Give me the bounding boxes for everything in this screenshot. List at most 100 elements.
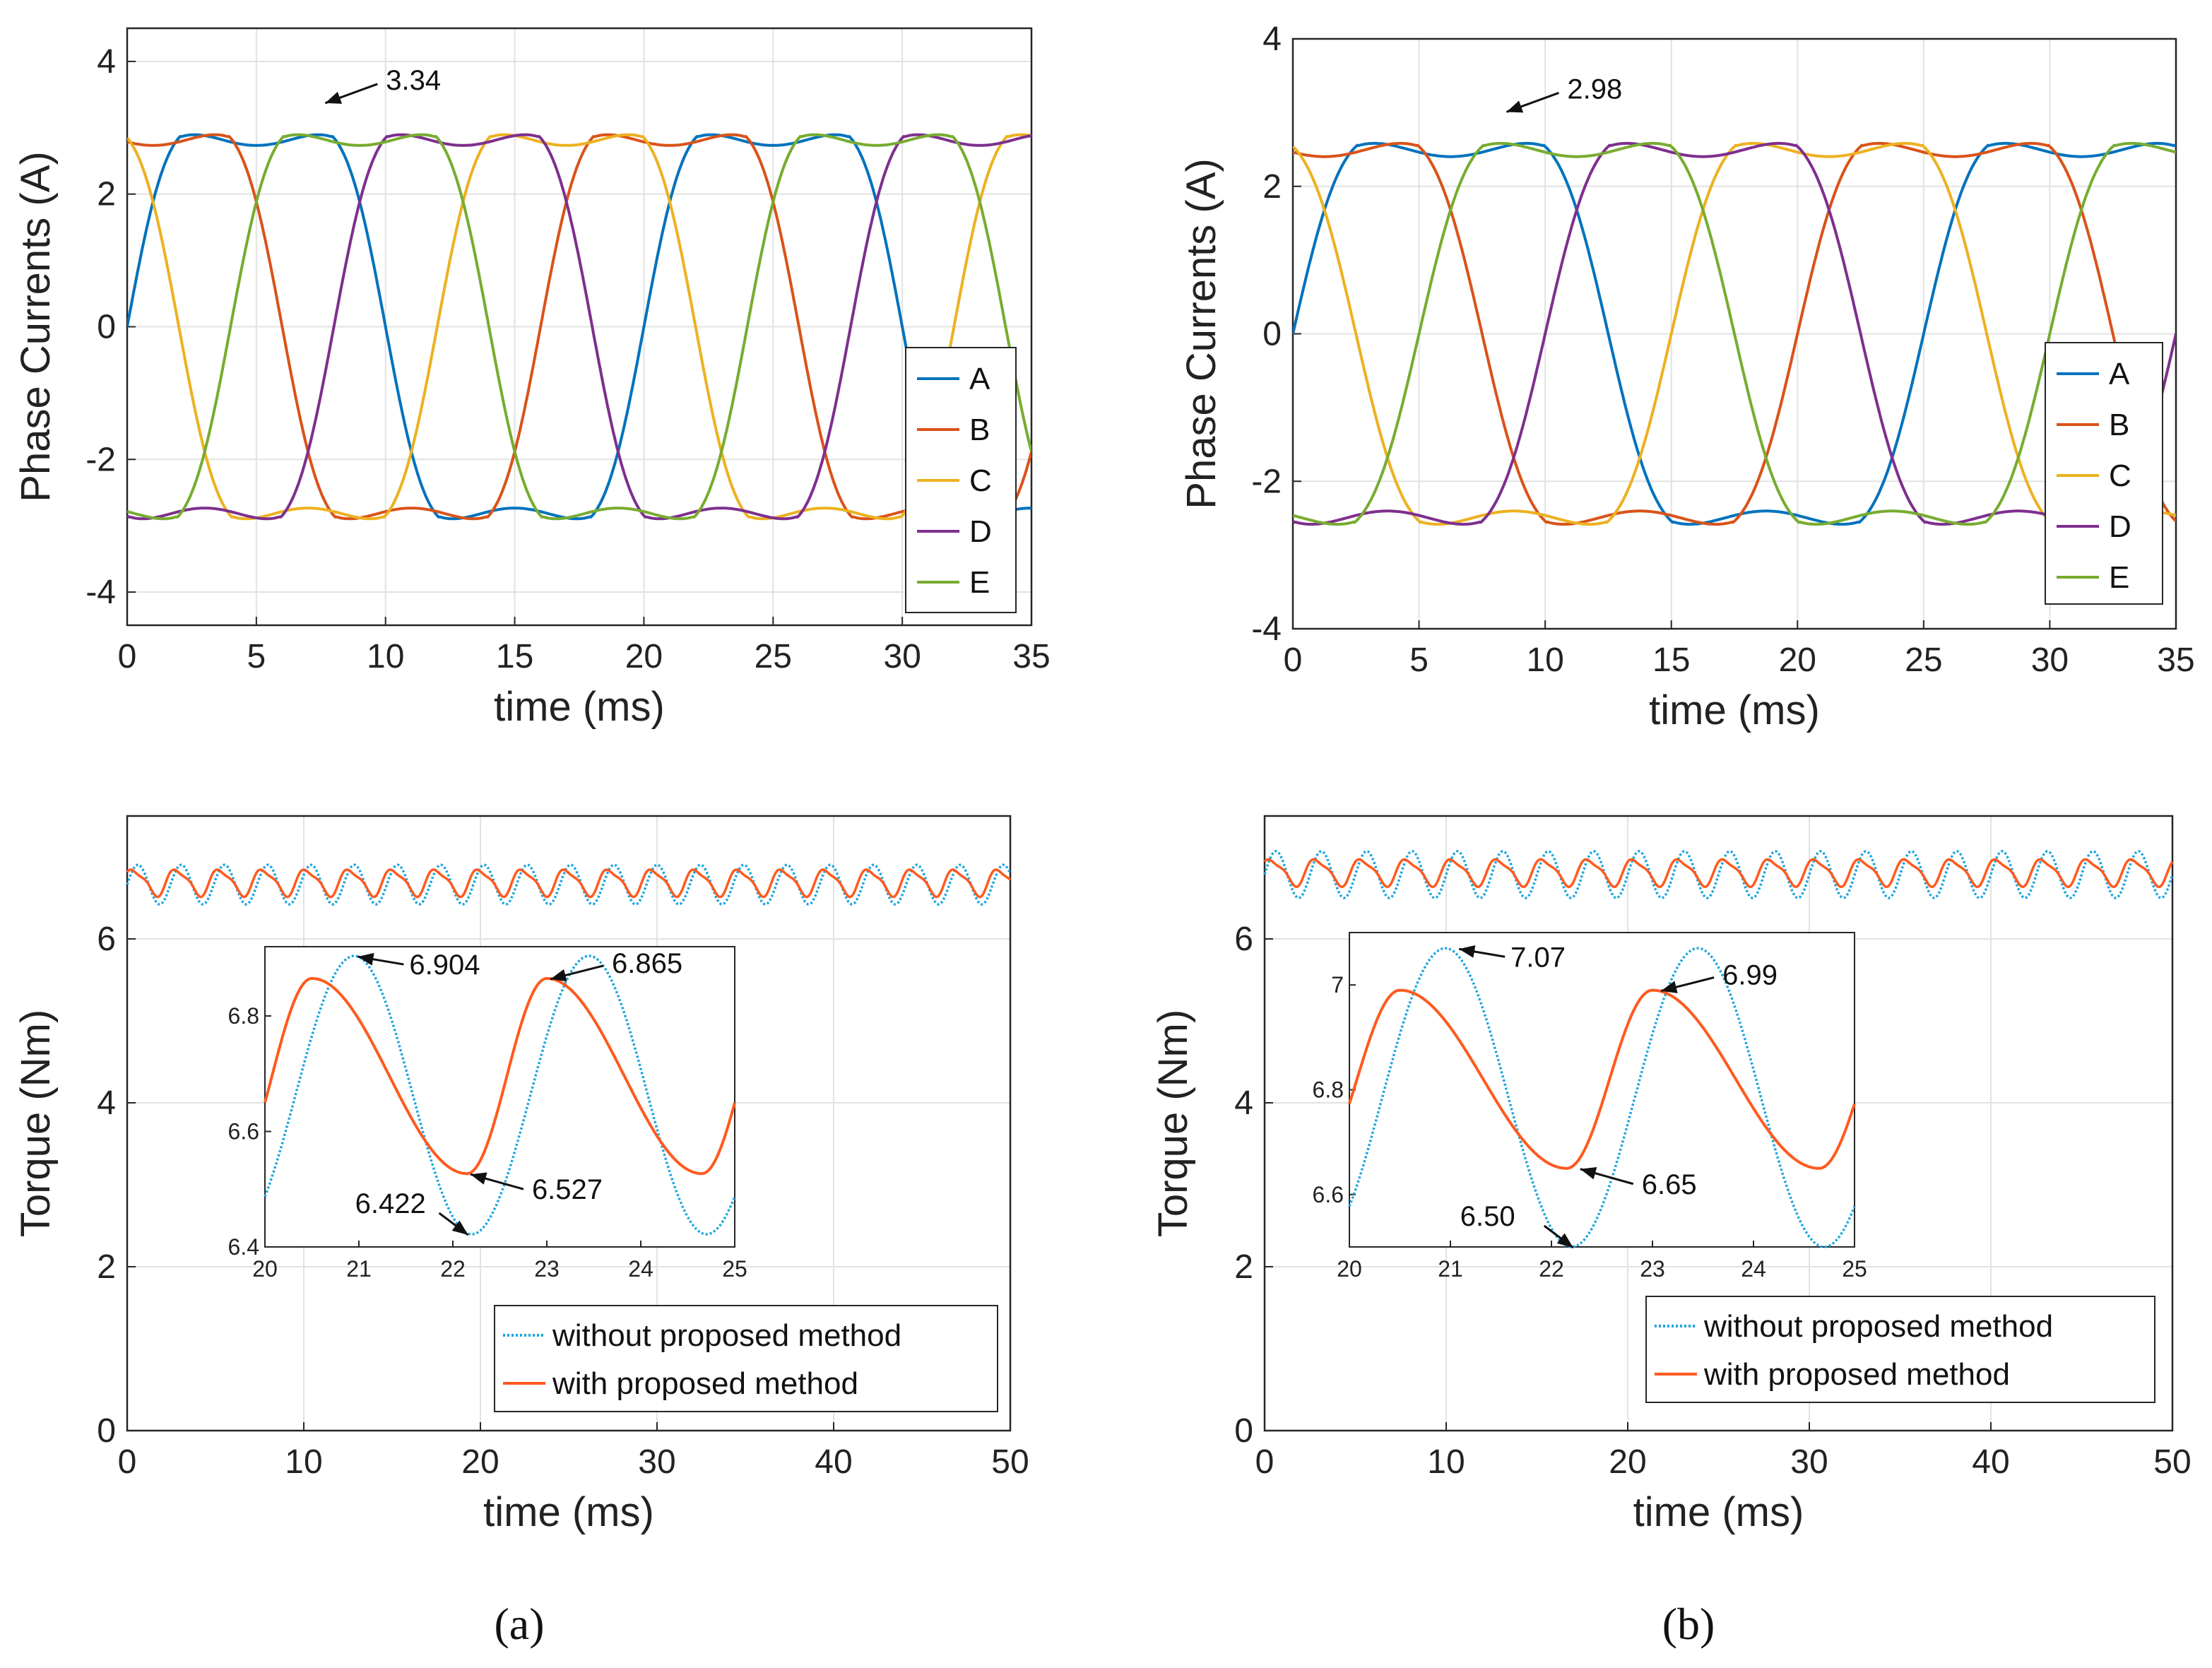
b-currents-legend-label-A: A bbox=[2109, 357, 2130, 391]
a-currents-xtick-label: 20 bbox=[625, 638, 663, 675]
a-torque-inset-annotation-arrow-0-head bbox=[357, 952, 374, 966]
b-torque-xtick-label: 40 bbox=[1972, 1443, 2009, 1481]
a-torque-ytick-label: 4 bbox=[97, 1084, 116, 1122]
b-torque-inset-annotation-label-1: 6.99 bbox=[1722, 960, 1778, 991]
b-currents-xtick-label: 25 bbox=[1905, 641, 1942, 679]
b-currents-series-B bbox=[1293, 141, 2176, 526]
a-currents-xlabel: time (ms) bbox=[494, 684, 665, 730]
b-torque-xtick-label: 10 bbox=[1427, 1443, 1465, 1481]
a-torque-inset-xtick-label: 20 bbox=[252, 1256, 278, 1282]
a-torque-inset-annotation-arrow-1-head bbox=[550, 969, 567, 982]
b-currents-series-A bbox=[1293, 141, 2176, 526]
b-currents-xtick-label: 0 bbox=[1284, 641, 1303, 679]
a-torque-inset-annotation-label-1: 6.865 bbox=[612, 948, 682, 979]
a-torque-xtick-label: 40 bbox=[815, 1443, 852, 1481]
b-torque-inset-xtick-label: 25 bbox=[1842, 1256, 1867, 1282]
b-torque-inset-ytick-label: 6.8 bbox=[1313, 1077, 1344, 1103]
b-currents-legend-label-D: D bbox=[2109, 509, 2131, 544]
b-currents-legend-box bbox=[2045, 342, 2163, 605]
b-torque-inset-xtick-label: 20 bbox=[1337, 1256, 1362, 1282]
a-torque-inset-xtick-label: 22 bbox=[440, 1256, 466, 1282]
b-currents-ytick-label: -4 bbox=[1251, 610, 1282, 648]
a-torque-inset-annotation-arrow-3-head bbox=[451, 1220, 468, 1236]
a-currents-series-C bbox=[127, 133, 1031, 521]
a-torque-inset-xtick-label: 23 bbox=[534, 1256, 560, 1282]
a-currents-xtick-label: 0 bbox=[118, 638, 137, 675]
b-currents-ylabel: Phase Currents (A) bbox=[1178, 158, 1224, 509]
b-currents-annotation-label: 2.98 bbox=[1567, 73, 1622, 105]
b-torque-ytick-label: 4 bbox=[1234, 1084, 1253, 1122]
a-currents-annotation-label: 3.34 bbox=[386, 65, 441, 96]
b-currents-xtick-label: 30 bbox=[2031, 641, 2069, 679]
b-currents-series-C bbox=[1293, 141, 2176, 526]
b-currents-xtick-label: 15 bbox=[1652, 641, 1690, 679]
a-torque-legend-box bbox=[494, 1305, 998, 1412]
a-torque-series-with bbox=[126, 868, 1012, 899]
b-torque-legend-label-0: without proposed method bbox=[1703, 1309, 2053, 1344]
a-torque-inset-annotation-label-0: 6.904 bbox=[409, 950, 480, 981]
a-torque-xtick-label: 0 bbox=[118, 1443, 137, 1481]
b-torque-ytick-label: 2 bbox=[1234, 1248, 1253, 1286]
a-torque-inset-annotation-arrow-2-head bbox=[470, 1172, 487, 1185]
b-torque-inset-annotation-label-0: 7.07 bbox=[1510, 942, 1566, 973]
a-torque-inset-xtick-label: 21 bbox=[346, 1256, 372, 1282]
a-torque-legend-label-0: without proposed method bbox=[552, 1318, 901, 1353]
b-torque-inset-annotation-arrow-1-head bbox=[1661, 981, 1678, 993]
b-torque-legend-box bbox=[1645, 1296, 2155, 1403]
b-currents-legend-label-B: B bbox=[2109, 408, 2129, 442]
a-torque-inset-annotation-label-2: 6.527 bbox=[532, 1174, 603, 1205]
a-torque-series-without bbox=[126, 863, 1012, 906]
b-torque-inset-ytick-label: 7 bbox=[1331, 972, 1344, 998]
caption-a: (a) bbox=[494, 1599, 544, 1649]
b-currents-chart: 0 5 10 15 20 25 30 35 -4 -2 0 2 4 time (ms) Phase Curr… bbox=[1178, 20, 2195, 733]
b-currents-ytick-label: -2 bbox=[1251, 463, 1282, 500]
b-torque-inset-series-without bbox=[1348, 947, 1856, 1248]
b-torque-inset-series-with bbox=[1348, 988, 1856, 1170]
a-torque-inset-ytick-label: 6.4 bbox=[228, 1234, 259, 1260]
a-currents-series-E bbox=[127, 133, 1031, 521]
b-torque-xlabel: time (ms) bbox=[1633, 1489, 1804, 1535]
b-torque-ytick-label: 0 bbox=[1234, 1412, 1253, 1450]
a-torque-inset-xtick-label: 24 bbox=[628, 1256, 653, 1282]
a-currents-legend-label-B: B bbox=[969, 413, 990, 447]
b-currents-legend-label-C: C bbox=[2109, 459, 2131, 493]
b-torque-inset-xtick-label: 23 bbox=[1640, 1256, 1665, 1282]
a-torque-inset-ytick-label: 6.6 bbox=[228, 1119, 259, 1144]
a-currents-series-D bbox=[127, 133, 1031, 521]
b-torque-frame bbox=[1263, 815, 2174, 1432]
a-currents-legend-label-D: D bbox=[969, 514, 992, 549]
a-torque-xtick-label: 20 bbox=[461, 1443, 499, 1481]
a-torque-xtick-label: 30 bbox=[638, 1443, 675, 1481]
a-currents-annotation-arrow-head bbox=[325, 91, 343, 104]
b-torque-inset-ytick-label: 6.6 bbox=[1313, 1182, 1344, 1207]
a-currents-legend-label-E: E bbox=[969, 565, 990, 600]
a-currents-xtick-label: 25 bbox=[755, 638, 792, 675]
a-torque-xlabel: time (ms) bbox=[483, 1489, 654, 1535]
b-currents-ytick-label: 0 bbox=[1262, 316, 1282, 353]
b-torque-inset-annotation-arrow-0-head bbox=[1459, 945, 1476, 958]
a-currents-xtick-label: 5 bbox=[247, 638, 266, 675]
a-torque-legend-label-1: with proposed method bbox=[552, 1366, 858, 1401]
b-torque-ylabel: Torque (Nm) bbox=[1150, 1010, 1196, 1237]
caption-b: (b) bbox=[1662, 1599, 1715, 1649]
a-currents-xtick-label: 10 bbox=[367, 638, 404, 675]
b-torque-inset-annotation-arrow-2-head bbox=[1580, 1167, 1597, 1180]
a-torque-ytick-label: 0 bbox=[97, 1412, 116, 1450]
a-currents-ytick-label: -4 bbox=[85, 574, 116, 611]
b-torque-inset-xtick-label: 24 bbox=[1741, 1256, 1766, 1282]
b-currents-legend-label-E: E bbox=[2109, 560, 2129, 595]
a-torque-xtick-label: 50 bbox=[991, 1443, 1029, 1481]
a-torque-ylabel: Torque (Nm) bbox=[13, 1010, 59, 1237]
b-torque-ytick-label: 6 bbox=[1234, 921, 1253, 958]
a-torque-inset-series-without bbox=[264, 954, 736, 1236]
a-torque-inset-annotation-label-3: 6.422 bbox=[355, 1188, 426, 1219]
a-currents-ytick-label: 4 bbox=[97, 43, 116, 81]
b-torque-inset-frame bbox=[1349, 932, 1855, 1248]
a-currents-xtick-label: 30 bbox=[883, 638, 921, 675]
b-currents-series-D bbox=[1293, 141, 2176, 526]
a-torque-ytick-label: 6 bbox=[97, 921, 116, 958]
b-currents-xlabel: time (ms) bbox=[1649, 687, 1820, 733]
